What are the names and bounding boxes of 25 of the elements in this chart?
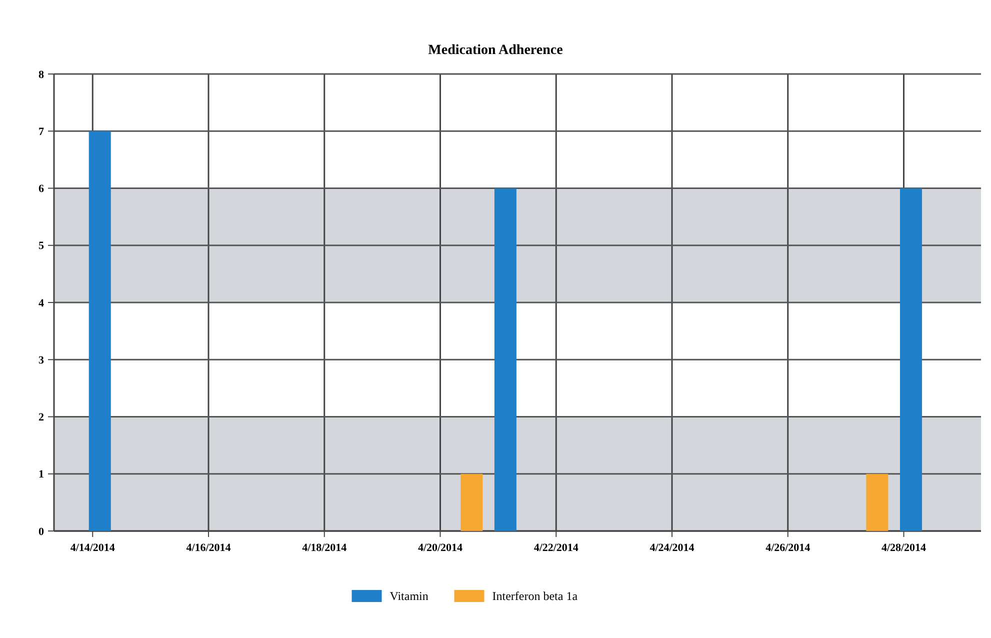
y-tick-label: 7 [38, 126, 44, 138]
y-tick-label: 1 [38, 468, 44, 481]
x-tick-label: 4/28/2014 [881, 542, 927, 554]
legend-label: Interferon beta 1a [492, 589, 578, 604]
chart-title: Medication Adherence [428, 43, 563, 58]
bar [866, 474, 888, 531]
bar [494, 188, 516, 531]
x-tick-label: 4/22/2014 [534, 542, 579, 554]
y-tick-label: 8 [38, 68, 44, 81]
bar [900, 188, 922, 531]
x-tick-label: 4/24/2014 [650, 542, 695, 554]
y-tick-label: 0 [38, 526, 44, 538]
y-tick-label: 3 [38, 354, 44, 366]
bar [88, 131, 111, 531]
y-tick-label: 4 [38, 297, 44, 310]
x-tick-label: 4/16/2014 [186, 542, 232, 554]
legend-label: Vitamin [390, 589, 428, 604]
x-tick-label: 4/26/2014 [766, 542, 811, 554]
y-tick-label: 5 [38, 240, 44, 252]
y-tick-label: 6 [38, 183, 44, 196]
y-tick-label: 2 [38, 412, 44, 424]
bar [460, 474, 483, 531]
x-tick-label: 4/20/2014 [418, 542, 464, 554]
x-tick-label: 4/14/2014 [70, 542, 116, 554]
x-tick-label: 4/18/2014 [302, 542, 348, 554]
